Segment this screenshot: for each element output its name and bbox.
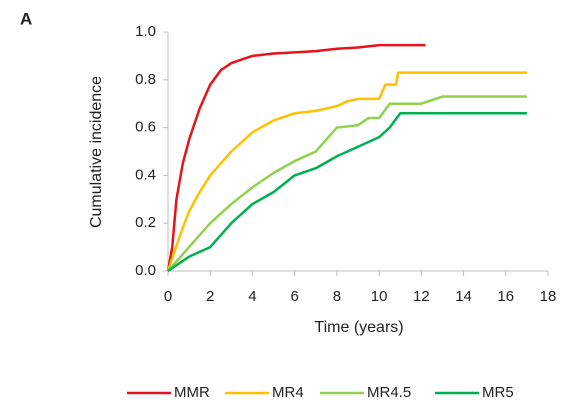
x-tick-label: 12 <box>413 288 430 305</box>
series-line <box>167 112 527 273</box>
x-tick-label: 4 <box>248 288 256 305</box>
y-tick-label: 1.0 <box>135 23 156 40</box>
x-axis-label: Time (years) <box>314 319 403 336</box>
legend-label: MMR <box>174 384 210 401</box>
x-tick-label: 14 <box>455 288 472 305</box>
x-tick-label: 16 <box>497 288 514 305</box>
y-tick-label: 0.2 <box>135 214 156 231</box>
x-tick-label: 8 <box>333 288 341 305</box>
x-tick-label: 6 <box>290 288 298 305</box>
legend-label: MR4.5 <box>367 384 411 401</box>
y-tick-label: 0.4 <box>135 166 156 183</box>
x-tick-label: 2 <box>206 288 214 305</box>
x-tick-label: 0 <box>164 288 172 305</box>
x-tick-label: 10 <box>371 288 388 305</box>
y-axis-label: Cumulative incidence <box>88 76 105 228</box>
x-tick-label: 18 <box>540 288 557 305</box>
y-tick-label: 0.8 <box>135 71 156 88</box>
y-tick-label: 0.6 <box>135 119 156 136</box>
y-tick-label: 0.0 <box>135 262 156 279</box>
legend-label: MR4 <box>272 384 304 401</box>
series-line <box>167 95 527 272</box>
series-line <box>166 71 527 272</box>
series-line <box>166 43 426 272</box>
panel-label: A <box>20 9 32 28</box>
legend-label: MR5 <box>482 384 514 401</box>
